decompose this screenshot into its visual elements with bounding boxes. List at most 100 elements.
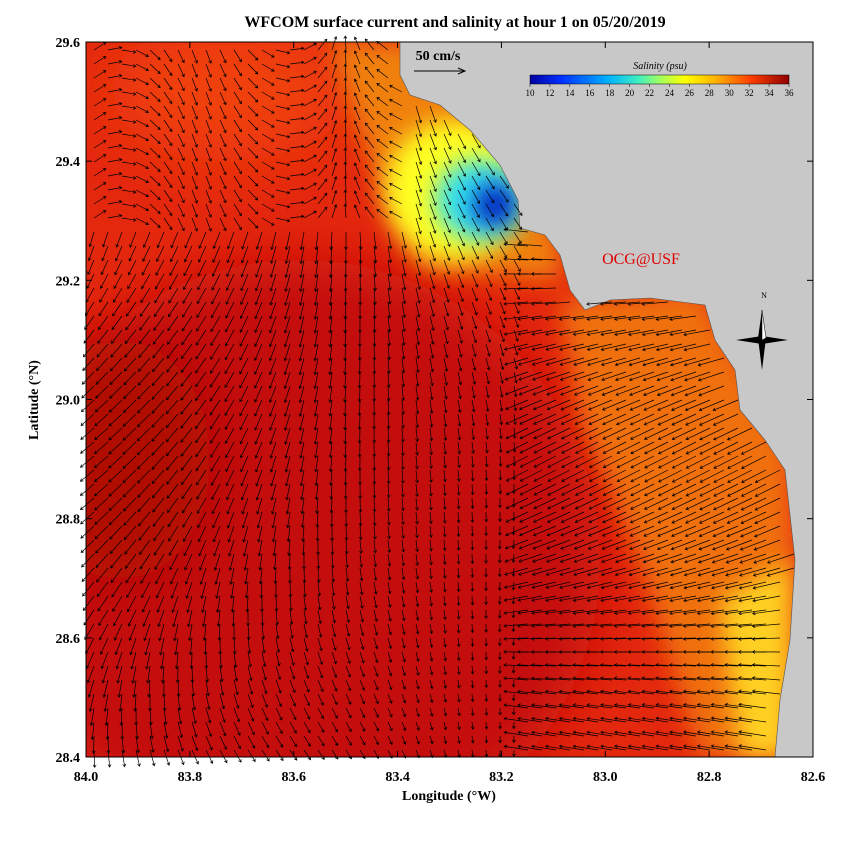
current-vector [572, 689, 599, 695]
current-vector [642, 567, 669, 577]
current-vector [470, 679, 475, 689]
current-vector [328, 427, 333, 445]
current-vector [415, 707, 420, 718]
current-vector [401, 231, 407, 249]
current-vector [503, 227, 529, 233]
current-vector [484, 651, 489, 661]
current-vector [641, 703, 669, 709]
current-vector [353, 64, 361, 79]
current-vector [275, 49, 291, 55]
current-vector [233, 189, 242, 203]
current-vector [113, 287, 123, 303]
current-vector [343, 63, 348, 79]
current-vector [205, 721, 213, 738]
current-vector [121, 161, 137, 166]
current-vector [289, 693, 297, 707]
current-vector [753, 553, 781, 564]
current-vector [122, 469, 137, 484]
y-tick-label: 28.6 [56, 632, 81, 647]
current-vector [99, 287, 109, 303]
current-vector [140, 287, 151, 304]
current-vector [699, 427, 725, 441]
current-vector [121, 189, 137, 194]
current-vector [233, 91, 242, 105]
current-vector [343, 49, 348, 65]
current-vector [387, 721, 393, 732]
current-vector [629, 525, 655, 537]
current-vector [754, 497, 781, 511]
current-vector [443, 679, 448, 690]
current-vector [613, 703, 641, 709]
current-vector [203, 637, 208, 656]
current-vector [165, 427, 179, 443]
current-vector [630, 455, 655, 469]
current-vector [357, 371, 362, 389]
current-vector [167, 301, 179, 318]
current-vector [109, 385, 123, 399]
current-vector [601, 539, 627, 550]
current-vector [128, 623, 137, 642]
current-vector [696, 730, 725, 737]
current-vector [141, 581, 151, 599]
current-vector [153, 301, 165, 318]
current-vector [180, 385, 193, 401]
current-vector [139, 553, 151, 570]
current-vector [233, 693, 240, 709]
current-vector [401, 441, 405, 457]
current-vector [517, 689, 543, 695]
current-vector [359, 665, 365, 678]
current-vector [343, 203, 348, 219]
current-vector [212, 231, 221, 250]
current-vector [710, 609, 739, 616]
current-vector [754, 511, 781, 525]
current-vector [226, 231, 235, 250]
current-vector [314, 483, 319, 501]
current-vector [91, 735, 96, 755]
current-vector [283, 315, 291, 334]
current-vector [81, 371, 95, 385]
current-vector [275, 203, 291, 209]
current-vector [317, 122, 328, 135]
current-vector [191, 203, 198, 218]
current-vector [614, 581, 641, 590]
current-vector [601, 371, 627, 382]
current-vector [629, 511, 655, 524]
current-vector [561, 455, 585, 468]
current-vector [511, 581, 516, 591]
current-vector [499, 259, 507, 273]
current-vector [497, 567, 502, 578]
current-vector [443, 259, 451, 275]
current-vector [255, 483, 263, 501]
current-vector [219, 63, 227, 78]
current-vector [572, 744, 599, 751]
current-vector [275, 63, 291, 69]
current-vector [671, 511, 697, 524]
current-vector [504, 553, 529, 563]
current-vector [343, 161, 348, 177]
current-vector [315, 511, 320, 528]
current-vector [387, 567, 392, 581]
current-vector [226, 259, 235, 278]
current-vector [499, 427, 503, 440]
current-vector [724, 744, 753, 751]
current-vector [642, 371, 669, 382]
current-vector [533, 427, 557, 440]
current-vector [121, 105, 137, 110]
current-vector [519, 497, 543, 510]
current-vector [443, 651, 447, 662]
current-vector [456, 581, 461, 593]
current-vector [513, 301, 520, 315]
current-vector [517, 242, 543, 247]
current-vector [572, 703, 599, 709]
current-vector [415, 273, 422, 290]
current-vector [456, 567, 461, 579]
current-vector [630, 427, 655, 440]
current-vector [547, 469, 571, 482]
current-vector [80, 497, 95, 511]
current-vector [299, 469, 305, 487]
current-vector [137, 483, 151, 498]
current-vector [155, 567, 165, 585]
current-vector [373, 553, 378, 568]
current-vector [343, 35, 348, 51]
current-vector [328, 455, 333, 473]
